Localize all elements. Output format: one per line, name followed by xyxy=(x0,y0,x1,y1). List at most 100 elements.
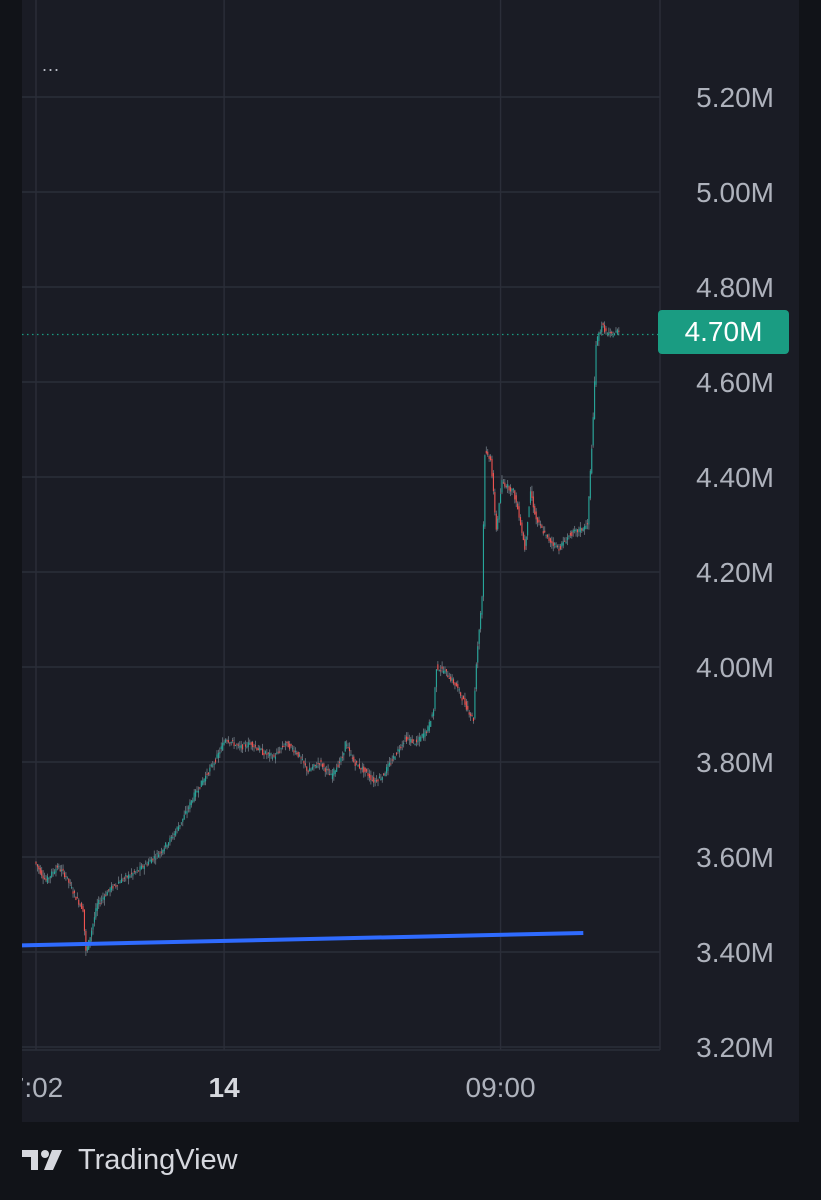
candle xyxy=(61,869,63,871)
candle xyxy=(71,886,73,888)
candle xyxy=(300,757,302,759)
candle xyxy=(566,537,569,541)
candle xyxy=(102,897,104,900)
candle xyxy=(477,646,479,663)
candle xyxy=(36,864,38,867)
candle xyxy=(444,670,446,674)
candle xyxy=(286,741,288,743)
candle xyxy=(246,746,248,748)
candle xyxy=(180,822,182,824)
candle xyxy=(519,517,522,525)
candle xyxy=(615,330,617,332)
candle xyxy=(253,746,255,748)
candle xyxy=(337,764,339,767)
candle xyxy=(333,768,335,776)
candle xyxy=(579,527,581,533)
candle xyxy=(461,697,463,701)
candle xyxy=(346,744,348,746)
candle xyxy=(109,888,111,893)
time-axis[interactable]: 7:02 14 09:00 xyxy=(22,1049,660,1103)
candle xyxy=(374,779,376,782)
candle xyxy=(460,692,462,696)
candle xyxy=(207,772,209,775)
candle xyxy=(360,767,362,770)
candle xyxy=(56,865,58,868)
candle xyxy=(149,859,151,862)
candle xyxy=(532,496,534,508)
candle xyxy=(515,495,517,503)
candle xyxy=(562,541,564,546)
chart-panel[interactable]: 5.20M 5.00M 4.80M 4.60M 4.40M 4.20M 4.00M 3.80M… xyxy=(22,0,799,1122)
candle xyxy=(234,744,237,746)
candle xyxy=(197,790,199,793)
candle xyxy=(591,448,593,474)
candle xyxy=(289,743,291,750)
candle xyxy=(317,763,319,765)
candle xyxy=(561,543,563,547)
candle xyxy=(277,751,279,753)
candle xyxy=(584,526,586,530)
candle xyxy=(542,531,544,534)
candle xyxy=(539,524,541,526)
candle xyxy=(404,737,406,739)
candle xyxy=(545,534,547,536)
candle xyxy=(283,745,285,747)
candle xyxy=(592,417,594,446)
candle xyxy=(376,780,378,782)
candle xyxy=(537,517,539,523)
candle xyxy=(529,491,532,503)
candle xyxy=(413,739,415,741)
candle xyxy=(475,664,477,690)
candle xyxy=(330,773,332,775)
trend-line xyxy=(22,931,584,948)
candle xyxy=(357,765,359,767)
price-axis-label: 4.40M xyxy=(696,462,774,493)
more-horizontal-icon[interactable]: ... xyxy=(42,55,61,75)
candle xyxy=(423,733,425,739)
candle xyxy=(170,837,172,839)
candle xyxy=(46,876,48,883)
candle xyxy=(99,903,101,905)
price-chart[interactable]: 5.20M 5.00M 4.80M 4.60M 4.40M 4.20M 4.00M 3.80M… xyxy=(22,0,799,1122)
overlays xyxy=(22,333,660,948)
candle xyxy=(91,930,93,937)
candle xyxy=(414,744,416,746)
candle xyxy=(276,752,278,754)
candle xyxy=(497,518,499,530)
candle xyxy=(82,906,84,912)
candle xyxy=(51,871,53,877)
candle xyxy=(49,876,51,879)
candle xyxy=(554,543,556,546)
candle xyxy=(306,766,308,771)
candle xyxy=(203,778,205,783)
footer[interactable]: TradingView xyxy=(22,1140,238,1180)
candle xyxy=(159,852,161,854)
candle xyxy=(136,869,138,871)
candle xyxy=(488,456,490,459)
candle xyxy=(123,877,125,879)
brand-name: TradingView xyxy=(78,1143,238,1176)
candle xyxy=(534,506,536,515)
candle xyxy=(270,753,272,755)
candle xyxy=(484,455,486,527)
candle xyxy=(415,739,418,743)
candle xyxy=(78,899,80,905)
candle xyxy=(454,682,456,686)
candle xyxy=(202,780,204,785)
candle xyxy=(451,678,453,681)
candle xyxy=(128,874,130,879)
candle xyxy=(196,791,198,793)
candle xyxy=(405,736,408,742)
candle xyxy=(39,867,41,874)
candle xyxy=(59,869,61,872)
candle xyxy=(81,902,83,909)
candle xyxy=(582,528,584,532)
candle xyxy=(468,712,470,715)
candle xyxy=(116,885,118,887)
candle xyxy=(324,768,326,772)
candle xyxy=(464,698,466,705)
candle xyxy=(458,689,460,691)
price-axis[interactable]: 5.20M 5.00M 4.80M 4.60M 4.40M 4.20M 4.00M 3.80M… xyxy=(659,0,774,1063)
candle xyxy=(557,545,559,547)
